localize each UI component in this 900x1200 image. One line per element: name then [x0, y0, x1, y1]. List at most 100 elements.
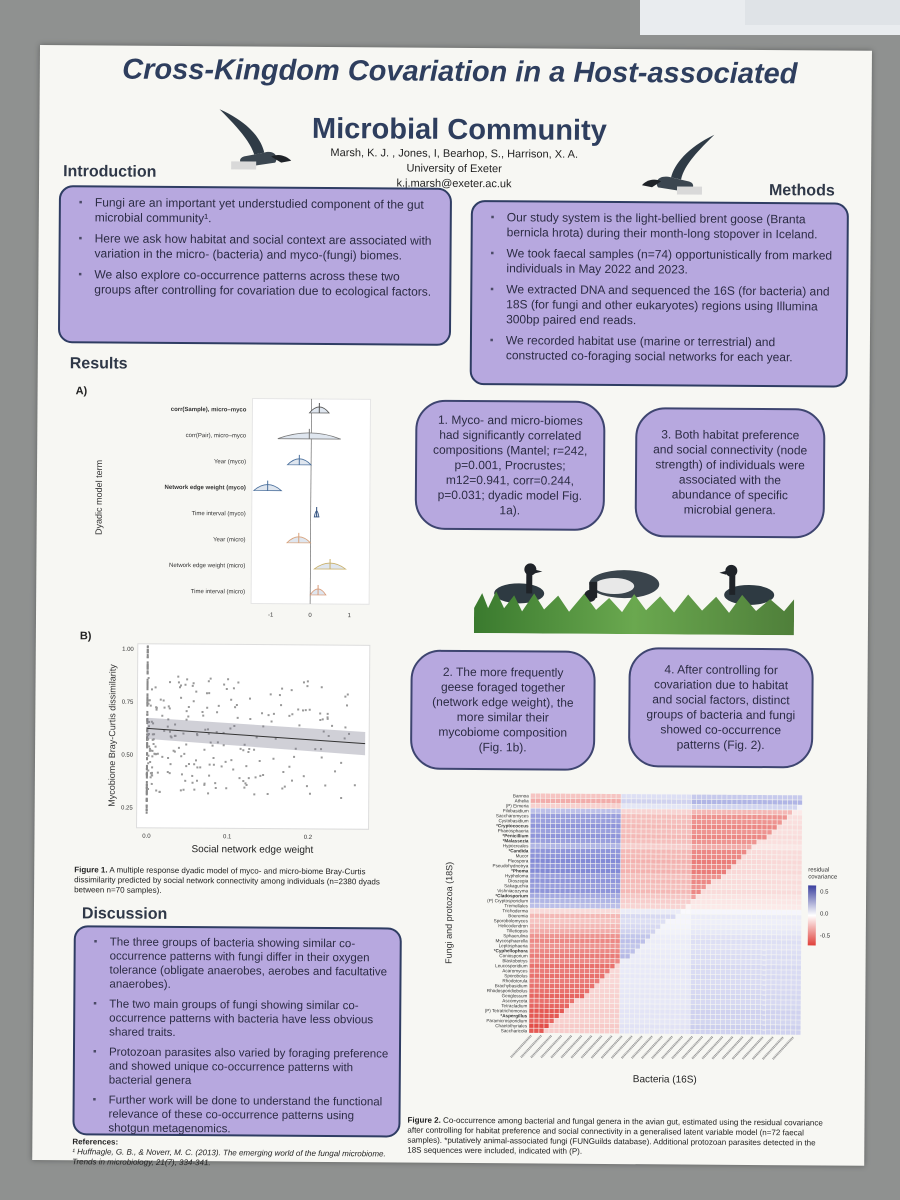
- heatmap-cell: [540, 883, 545, 888]
- data-point: [154, 686, 157, 689]
- panel-b-label: B): [79, 630, 92, 643]
- row-label: (P) Cryptosporidium: [487, 898, 528, 903]
- data-point: [298, 724, 301, 727]
- heatmap-cell: [691, 844, 697, 849]
- heatmap-cell: [766, 925, 772, 930]
- heatmap-cell: [580, 838, 586, 844]
- heatmap-cell: [636, 829, 641, 834]
- heatmap-cell: [569, 968, 575, 974]
- heatmap-cell: [630, 999, 635, 1004]
- heatmap-cell: [786, 970, 791, 975]
- heatmap-cell: [529, 908, 535, 913]
- heatmap-cell: [585, 888, 590, 894]
- heatmap-cell: [671, 804, 677, 809]
- heatmap-cell: [574, 988, 580, 994]
- heatmap-cell: [736, 929, 741, 935]
- heatmap-cell: [545, 818, 551, 823]
- heatmap-cell: [640, 984, 645, 989]
- heatmap-cell: [559, 983, 565, 989]
- heatmap-cell: [629, 1024, 635, 1029]
- heatmap-cell: [594, 1028, 600, 1034]
- heatmap-cell: [650, 1029, 655, 1034]
- heatmap-cell: [634, 1029, 640, 1034]
- heatmap-cell: [620, 984, 625, 989]
- heatmap-cell: [584, 1018, 590, 1024]
- heatmap-cell: [631, 799, 636, 804]
- heatmap-cell: [686, 874, 691, 879]
- heatmap-cell: [655, 924, 661, 929]
- heatmap-cell: [731, 934, 736, 940]
- heatmap-cell: [715, 989, 721, 995]
- heatmap-cell: [535, 883, 540, 888]
- heatmap-cell: [715, 999, 721, 1005]
- heatmap-cell: [666, 864, 671, 869]
- heatmap-cell: [730, 989, 736, 995]
- heatmap-cell: [535, 828, 541, 833]
- heatmap-cell: [732, 819, 737, 825]
- heatmap-cell: [777, 795, 783, 800]
- heatmap-cell: [534, 973, 540, 978]
- heatmap-cell: [585, 948, 590, 954]
- heatmap-cell: [761, 960, 766, 965]
- heatmap-cell: [640, 1004, 645, 1009]
- heatmap-cell: [550, 828, 556, 834]
- heatmap-cell: [611, 809, 616, 814]
- heatmap-cell: [660, 1019, 665, 1024]
- data-point: [327, 734, 330, 737]
- finding-1: 1. Myco- and micro-biomes had significan…: [414, 399, 606, 531]
- heatmap-cell: [695, 1024, 700, 1030]
- heatmap-cell: [569, 1003, 575, 1009]
- heatmap-cell: [675, 1009, 680, 1014]
- heatmap-cell: [626, 804, 631, 809]
- heatmap-cell: [579, 978, 585, 984]
- heatmap-cell: [685, 969, 691, 974]
- heatmap-cell: [600, 913, 605, 919]
- heatmap-cell: [756, 930, 761, 935]
- heatmap-cell: [792, 835, 797, 840]
- heatmap-cell: [700, 1004, 706, 1010]
- heatmap-cell: [797, 850, 802, 855]
- heatmap-cell: [716, 879, 721, 885]
- heatmap-cell: [675, 1024, 680, 1029]
- heatmap-cell: [600, 948, 605, 954]
- methods-item: We recorded habitat use (marine or terre…: [496, 333, 836, 365]
- heatmap-cell: [732, 824, 737, 830]
- heatmap-cell: [701, 894, 706, 900]
- heatmap-cell: [564, 1013, 569, 1019]
- heatmap-cell: [626, 859, 631, 864]
- heatmap-cell: [569, 1028, 574, 1034]
- heatmap-cell: [701, 864, 706, 870]
- data-point: [201, 711, 204, 714]
- heatmap-cell: [550, 863, 555, 869]
- heatmap-cell: [676, 844, 681, 849]
- heatmap-cell: [585, 873, 591, 879]
- data-point: [227, 678, 230, 681]
- heatmap-cell: [651, 869, 656, 874]
- heatmap-cell: [565, 888, 570, 894]
- heatmap-cell: [656, 799, 662, 804]
- heatmap-cell: [786, 940, 792, 945]
- heatmap-cell: [757, 800, 762, 805]
- data-point: [187, 762, 190, 765]
- heatmap-cell: [590, 908, 595, 914]
- heatmap-cell: [770, 1030, 776, 1035]
- heatmap-cell: [711, 889, 716, 895]
- heatmap-cell: [575, 833, 581, 839]
- goose-3-icon: [719, 564, 775, 605]
- heatmap-cell: [620, 949, 625, 954]
- heatmap-cell: [685, 944, 691, 949]
- data-point: [211, 744, 214, 747]
- heatmap-cell: [655, 939, 661, 944]
- heatmap-cell: [636, 819, 641, 824]
- heatmap-cell: [615, 939, 620, 944]
- heatmap-cell: [751, 874, 757, 880]
- heatmap-cell: [535, 873, 540, 878]
- data-point: [314, 748, 317, 751]
- heatmap-cell: [645, 1004, 650, 1009]
- heatmap-cell: [791, 985, 796, 990]
- heatmap-cell: [706, 889, 711, 895]
- heatmap-cell: [665, 1024, 670, 1029]
- heatmap-cell: [640, 949, 645, 954]
- heatmap-cell: [655, 1004, 660, 1009]
- heatmap-cell: [730, 994, 736, 1000]
